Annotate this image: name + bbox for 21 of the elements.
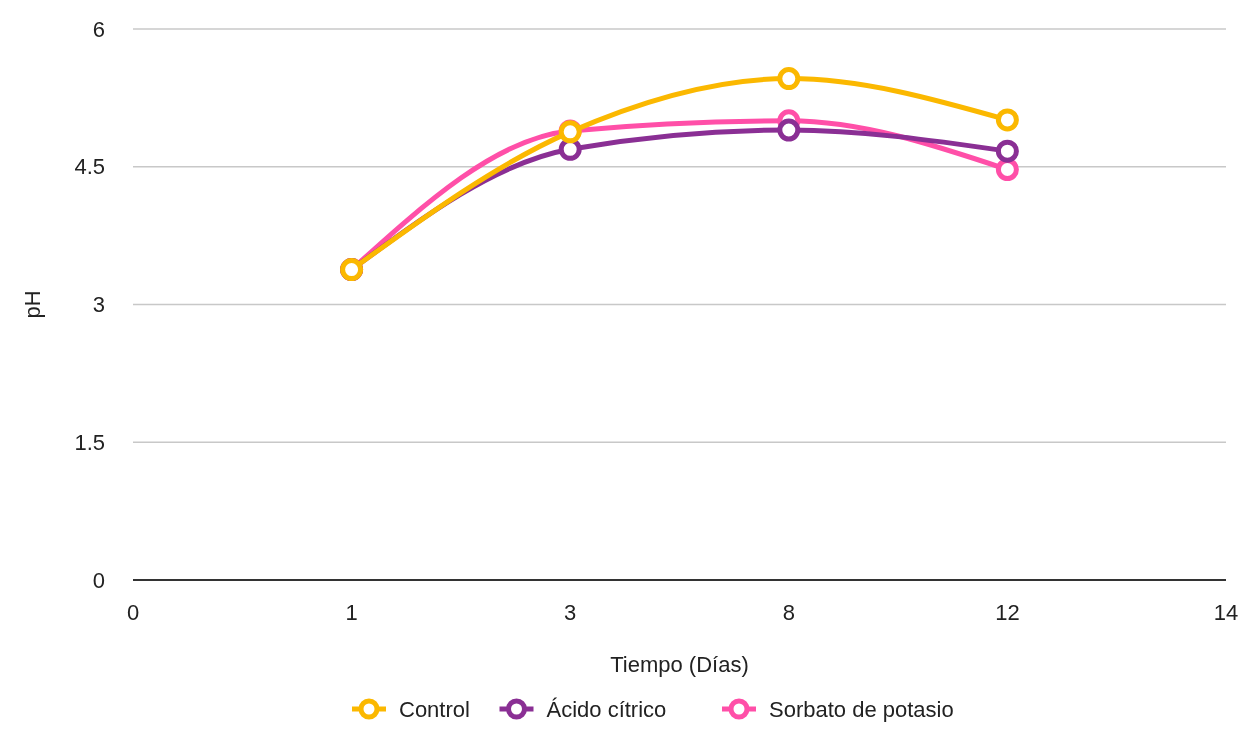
x-tick-label: 3 <box>564 600 577 625</box>
x-tick-label: 14 <box>1213 600 1239 625</box>
point <box>777 67 801 91</box>
y-tick-label: 0 <box>92 567 105 593</box>
point <box>777 118 801 142</box>
x-tick-label: 1 <box>345 600 358 625</box>
legend-label: Sorbato de potasio <box>769 697 954 722</box>
point <box>995 108 1019 132</box>
y-tick-label: 1.5 <box>74 429 105 455</box>
point <box>995 158 1019 182</box>
y-tick-label: 3 <box>92 292 105 318</box>
point <box>995 139 1019 163</box>
y-tick-label: 4.5 <box>74 154 105 180</box>
x-tick-label: 0 <box>126 600 140 625</box>
x-tick-label: 8 <box>782 600 795 625</box>
y-tick-label: 6 <box>92 16 105 42</box>
legend-label: Ácido cítrico <box>546 697 667 722</box>
x-tick-label: 12 <box>995 600 1020 625</box>
y-axis-title: pH <box>20 290 45 319</box>
legend-label: Control <box>399 697 470 722</box>
x-axis-title: Tiempo (Días) <box>610 652 749 677</box>
